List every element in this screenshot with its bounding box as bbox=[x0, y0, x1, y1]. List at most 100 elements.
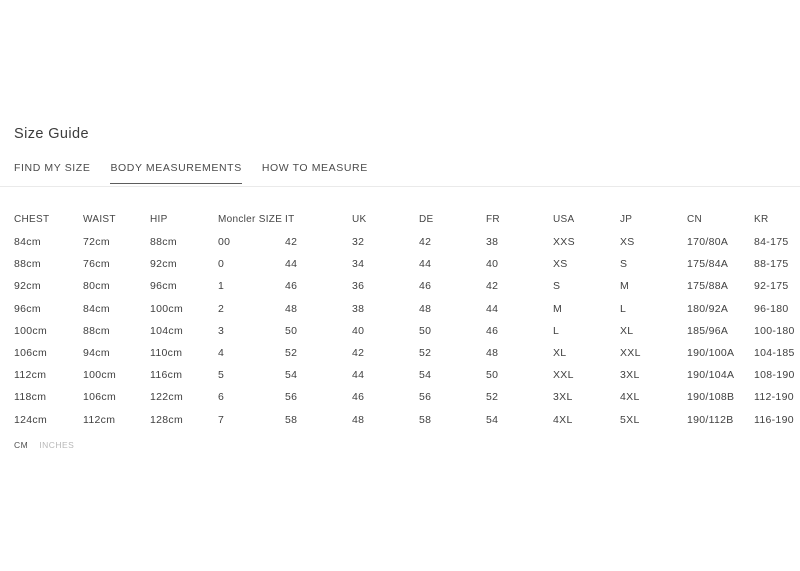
table-cell-chest: 88cm bbox=[14, 258, 41, 271]
table-cell-hip: 88cm bbox=[150, 236, 177, 249]
table-cell-moncler-size: 5 bbox=[218, 369, 225, 382]
table-cell-hip: 92cm bbox=[150, 258, 177, 271]
table-cell-moncler-size: 7 bbox=[218, 413, 225, 426]
size-table-header-row: CHEST WAIST HIP Moncler SIZE IT UK DE FR USA JP CN… bbox=[0, 208, 800, 231]
table-cell-jp: L bbox=[620, 302, 627, 315]
table-cell-fr: 40 bbox=[486, 258, 499, 271]
table-cell-de: 42 bbox=[419, 236, 432, 249]
table-cell-cn: 190/100A bbox=[687, 347, 735, 360]
table-row: 84cm 72cm 88cm 00 42 32 42 38 XXS XS 170/80A 84-175 bbox=[0, 231, 800, 253]
table-cell-cn: 185/96A bbox=[687, 324, 729, 337]
table-cell-jp: XXL bbox=[620, 347, 641, 360]
column-header-de: DE bbox=[419, 214, 434, 225]
table-row: 88cm 76cm 92cm 0 44 34 44 40 XS S 175/84A 88-175 bbox=[0, 253, 800, 275]
table-cell-usa: XS bbox=[553, 258, 568, 271]
table-cell-fr: 46 bbox=[486, 324, 499, 337]
unit-option-cm[interactable]: CM bbox=[14, 439, 29, 450]
table-cell-usa: M bbox=[553, 302, 563, 315]
table-cell-cn: 190/108B bbox=[687, 391, 735, 404]
table-cell-kr: 104-185 bbox=[754, 347, 795, 360]
table-cell-waist: 100cm bbox=[83, 369, 117, 382]
table-row: 96cm 84cm 100cm 2 48 38 48 44 M L 180/92A 96-180 bbox=[0, 298, 800, 320]
table-cell-jp: XS bbox=[620, 236, 635, 249]
table-cell-hip: 100cm bbox=[150, 302, 184, 315]
unit-option-inches[interactable]: INCHES bbox=[39, 439, 75, 450]
table-cell-cn: 170/80A bbox=[687, 236, 729, 249]
tab-body-measurements[interactable]: BODY MEASUREMENTS bbox=[110, 163, 242, 184]
table-cell-uk: 40 bbox=[352, 324, 365, 337]
table-cell-hip: 104cm bbox=[150, 324, 184, 337]
tabs-divider bbox=[0, 186, 800, 187]
table-cell-chest: 118cm bbox=[14, 391, 47, 404]
table-cell-usa: S bbox=[553, 280, 561, 293]
table-cell-usa: XXS bbox=[553, 236, 575, 249]
table-cell-cn: 190/104A bbox=[687, 369, 735, 382]
table-cell-moncler-size: 1 bbox=[218, 280, 225, 293]
table-cell-jp: XL bbox=[620, 324, 634, 337]
table-cell-moncler-size: 0 bbox=[218, 258, 225, 271]
table-cell-fr: 42 bbox=[486, 280, 499, 293]
unit-toggle: CM INCHES bbox=[14, 439, 800, 450]
table-cell-it: 52 bbox=[285, 347, 298, 360]
column-header-hip: HIP bbox=[150, 214, 168, 225]
table-row: 106cm 94cm 110cm 4 52 42 52 48 XL XXL 190/100A 104-… bbox=[0, 342, 800, 364]
table-cell-kr: 88-175 bbox=[754, 258, 789, 271]
column-header-fr: FR bbox=[486, 214, 500, 225]
table-cell-moncler-size: 00 bbox=[218, 236, 231, 249]
tab-how-to-measure[interactable]: HOW TO MEASURE bbox=[261, 162, 368, 174]
table-cell-it: 42 bbox=[285, 236, 298, 249]
table-cell-it: 44 bbox=[285, 258, 298, 271]
table-cell-cn: 180/92A bbox=[687, 302, 729, 315]
table-cell-de: 46 bbox=[419, 280, 432, 293]
column-header-jp: JP bbox=[620, 214, 633, 225]
table-cell-cn: 175/88A bbox=[687, 280, 729, 293]
table-cell-de: 48 bbox=[419, 302, 432, 315]
table-cell-de: 56 bbox=[419, 391, 432, 404]
table-cell-fr: 52 bbox=[486, 391, 499, 404]
table-cell-moncler-size: 2 bbox=[218, 302, 225, 315]
table-cell-hip: 96cm bbox=[150, 280, 177, 293]
table-cell-jp: S bbox=[620, 258, 628, 271]
table-cell-it: 58 bbox=[285, 413, 298, 426]
table-cell-it: 46 bbox=[285, 280, 298, 293]
table-cell-cn: 190/112B bbox=[687, 413, 734, 426]
table-cell-it: 48 bbox=[285, 302, 298, 315]
table-cell-de: 52 bbox=[419, 347, 432, 360]
table-cell-kr: 92-175 bbox=[754, 280, 789, 293]
column-header-uk: UK bbox=[352, 214, 367, 225]
table-cell-kr: 100-180 bbox=[754, 324, 795, 337]
table-row: 92cm 80cm 96cm 1 46 36 46 42 S M 175/88A 92-175 bbox=[0, 275, 800, 297]
table-row: 112cm 100cm 116cm 5 54 44 54 50 XXL 3XL 190/104A 10… bbox=[0, 364, 800, 386]
table-cell-waist: 94cm bbox=[83, 347, 110, 360]
table-cell-usa: 4XL bbox=[553, 413, 573, 426]
table-cell-jp: 4XL bbox=[620, 391, 640, 404]
column-header-waist: WAIST bbox=[83, 214, 116, 225]
tab-find-my-size[interactable]: FIND MY SIZE bbox=[14, 162, 91, 174]
column-header-moncler-size: Moncler SIZE bbox=[218, 214, 283, 225]
table-row: 124cm 112cm 128cm 7 58 48 58 54 4XL 5XL 190/112B 11… bbox=[0, 409, 800, 431]
table-cell-fr: 44 bbox=[486, 302, 499, 315]
table-cell-fr: 48 bbox=[486, 347, 499, 360]
size-table-body: 84cm 72cm 88cm 00 42 32 42 38 XXS XS 170/80A 84-175… bbox=[0, 231, 800, 431]
table-cell-kr: 96-180 bbox=[754, 302, 789, 315]
table-cell-waist: 88cm bbox=[83, 324, 110, 337]
table-cell-it: 54 bbox=[285, 369, 298, 382]
table-cell-uk: 44 bbox=[352, 369, 365, 382]
table-cell-jp: 3XL bbox=[620, 369, 640, 382]
table-cell-chest: 124cm bbox=[14, 413, 48, 426]
table-cell-jp: 5XL bbox=[620, 413, 640, 426]
page-title: Size Guide bbox=[14, 126, 89, 142]
table-cell-kr: 112-190 bbox=[754, 391, 794, 404]
table-cell-chest: 92cm bbox=[14, 280, 41, 293]
column-header-kr: KR bbox=[754, 214, 769, 225]
table-cell-de: 44 bbox=[419, 258, 432, 271]
table-cell-fr: 54 bbox=[486, 413, 499, 426]
table-cell-de: 54 bbox=[419, 369, 432, 382]
table-cell-chest: 106cm bbox=[14, 347, 48, 360]
table-cell-usa: L bbox=[553, 324, 560, 337]
table-cell-uk: 42 bbox=[352, 347, 365, 360]
table-cell-waist: 84cm bbox=[83, 302, 110, 315]
table-cell-uk: 32 bbox=[352, 236, 365, 249]
table-cell-waist: 72cm bbox=[83, 236, 110, 249]
table-cell-moncler-size: 3 bbox=[218, 324, 225, 337]
